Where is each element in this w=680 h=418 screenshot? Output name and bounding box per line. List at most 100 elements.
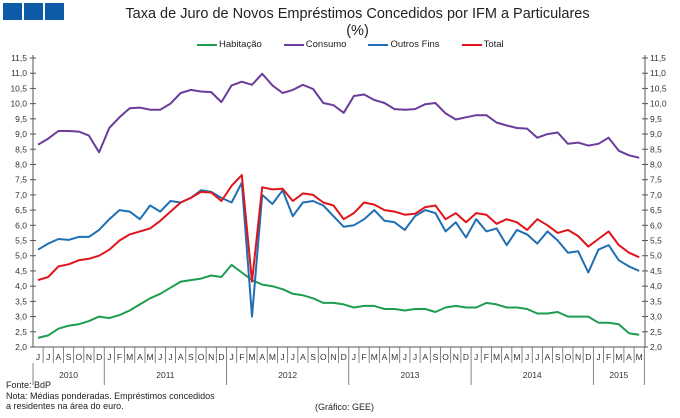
month-label: M [391, 352, 398, 362]
month-label: J [229, 352, 233, 362]
month-label: J [525, 352, 529, 362]
y-tick-label-left: 2,5 [15, 327, 27, 337]
month-label: D [341, 352, 347, 362]
y-tick-label-right: 6,0 [650, 220, 662, 230]
legend-item-habitacao: Habitação [197, 39, 262, 50]
chart-title: Taxa de Juro de Novos Empréstimos Conced… [125, 6, 590, 22]
month-label: A [56, 352, 62, 362]
y-tick-label-left: 4,5 [15, 266, 27, 276]
year-label: 2010 [59, 370, 78, 380]
month-label: F [361, 352, 366, 362]
year-label: 2015 [609, 370, 628, 380]
y-tick-label-left: 6,5 [15, 205, 27, 215]
y-tick-label-left: 5,0 [15, 251, 27, 261]
y-tick-label-left: 3,5 [15, 296, 27, 306]
month-label: M [269, 352, 276, 362]
y-tick-label-right: 8,0 [650, 159, 662, 169]
month-label: D [585, 352, 591, 362]
month-label: A [178, 352, 184, 362]
legend-item-consumo: Consumo [283, 39, 346, 50]
y-tick-label-right: 5,5 [650, 236, 662, 246]
note-text-2: a residentes na área do euro. [6, 401, 124, 411]
series-line-consumo [37, 72, 640, 159]
month-label: M [248, 352, 255, 362]
series-line-outros-fins [37, 181, 640, 318]
month-label: A [545, 352, 551, 362]
month-label: F [484, 352, 489, 362]
y-tick-label-left: 11,5 [11, 53, 27, 63]
month-label: F [239, 352, 244, 362]
y-tick-label-left: 9,5 [15, 114, 27, 124]
series-line-total [37, 174, 640, 283]
month-label: J [291, 352, 295, 362]
month-label: M [615, 352, 622, 362]
month-label: N [330, 352, 336, 362]
y-tick-label-right: 3,5 [650, 296, 662, 306]
credit-text: (Gráfico: GEE) [315, 402, 375, 412]
year-label: 2011 [156, 370, 175, 380]
month-label: A [259, 352, 265, 362]
y-tick-label-left: 7,5 [15, 175, 27, 185]
month-label: M [513, 352, 520, 362]
series-line-habita-o [37, 263, 640, 339]
month-label: A [137, 352, 143, 362]
y-tick-label-left: 8,0 [15, 159, 27, 169]
month-label: J [352, 352, 356, 362]
y-tick-label-left: 11,0 [11, 68, 27, 78]
month-label: J [596, 352, 600, 362]
y-tick-label-left: 10,5 [10, 83, 27, 93]
y-tick-label-right: 9,0 [650, 129, 662, 139]
y-tick-label-right: 4,0 [650, 281, 662, 291]
month-label: J [535, 352, 539, 362]
month-label: N [208, 352, 214, 362]
month-label: A [300, 352, 306, 362]
month-label: S [66, 352, 72, 362]
month-label: J [158, 352, 162, 362]
y-tick-label-right: 11,0 [650, 68, 666, 78]
month-label: A [422, 352, 428, 362]
month-label: O [75, 352, 82, 362]
month-label: J [168, 352, 172, 362]
y-tick-label-left: 4,0 [15, 281, 27, 291]
y-tick-label-right: 5,0 [650, 251, 662, 261]
source-text: Fonte: BdP [6, 380, 52, 390]
y-tick-label-right: 4,5 [650, 266, 662, 276]
month-label: J [474, 352, 478, 362]
month-label: J [413, 352, 417, 362]
month-label: S [555, 352, 561, 362]
year-label: 2013 [400, 370, 419, 380]
month-label: J [403, 352, 407, 362]
y-tick-label-left: 10,0 [10, 99, 27, 109]
month-label: D [463, 352, 469, 362]
month-label: M [371, 352, 378, 362]
month-label: N [575, 352, 581, 362]
y-tick-label-right: 10,5 [650, 83, 667, 93]
legend-item-outros-fins: Outros Fins [368, 39, 440, 50]
month-label: D [96, 352, 102, 362]
month-label: J [107, 352, 111, 362]
month-label: S [310, 352, 316, 362]
legend: Habitação Consumo Outros Fins Total [197, 39, 504, 50]
y-tick-label-left: 6,0 [15, 220, 27, 230]
month-label: F [606, 352, 611, 362]
year-label: 2014 [523, 370, 542, 380]
y-tick-label-right: 9,5 [650, 114, 662, 124]
month-label: J [36, 352, 40, 362]
y-tick-label-right: 2,5 [650, 327, 662, 337]
footer-notes: Fonte: BdP Nota: Médias ponderadas. Empr… [6, 380, 215, 412]
month-label: O [320, 352, 327, 362]
y-tick-label-left: 2,0 [15, 342, 27, 352]
month-label: A [626, 352, 632, 362]
month-label: O [565, 352, 572, 362]
month-label: O [442, 352, 449, 362]
month-label: S [433, 352, 439, 362]
month-label: M [126, 352, 133, 362]
month-label: A [382, 352, 388, 362]
month-label: N [86, 352, 92, 362]
year-label: 2012 [278, 370, 297, 380]
month-label: N [453, 352, 459, 362]
y-tick-label-right: 8,5 [650, 144, 662, 154]
y-tick-label-right: 3,0 [650, 312, 662, 322]
month-label: D [218, 352, 224, 362]
